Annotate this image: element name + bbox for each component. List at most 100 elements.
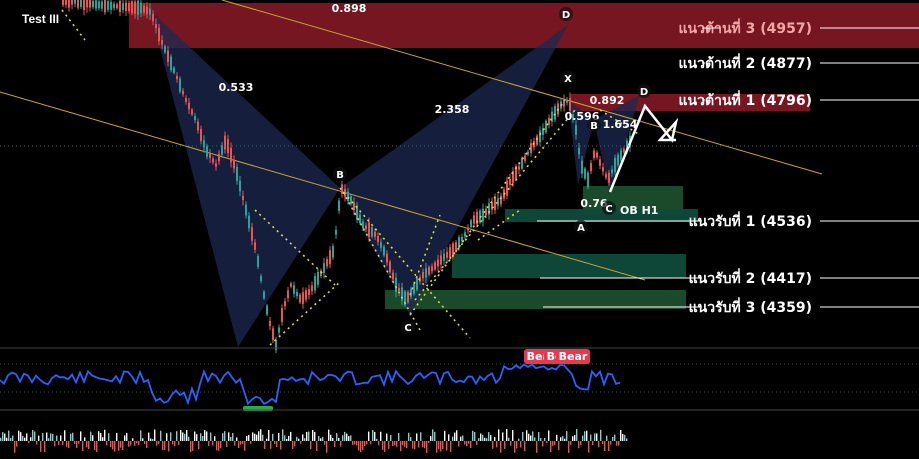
histogram-bar xyxy=(602,441,604,445)
point-marker-4 xyxy=(561,71,575,85)
histogram-bar xyxy=(406,441,408,449)
dotted-projection-line-6 xyxy=(61,9,86,41)
histogram-bar xyxy=(622,433,624,441)
candle-body xyxy=(548,117,550,125)
histogram-bar xyxy=(262,434,264,441)
histogram-bar xyxy=(472,430,474,441)
histogram-bar xyxy=(414,441,416,450)
candle-body xyxy=(233,159,235,169)
histogram-bar xyxy=(444,430,446,441)
histogram-bar xyxy=(18,430,20,441)
candle-body xyxy=(83,0,85,11)
candle-body xyxy=(278,327,280,333)
histogram-bar xyxy=(220,441,222,449)
candle-body xyxy=(284,301,286,307)
histogram-bar xyxy=(350,435,352,441)
histogram-bar xyxy=(514,441,516,453)
histogram-bar xyxy=(618,441,620,446)
histogram-bar xyxy=(60,435,62,441)
candle-body xyxy=(422,271,424,279)
candle-body xyxy=(209,154,211,158)
histogram-bar xyxy=(148,432,150,441)
candle-body xyxy=(86,0,88,8)
candle-body xyxy=(74,0,76,4)
pattern-triangle-small-xab xyxy=(568,100,594,185)
histogram-bar xyxy=(546,441,548,444)
histogram-bar xyxy=(170,432,172,441)
candle-body xyxy=(302,292,304,304)
histogram-bar xyxy=(574,435,576,441)
histogram-bar xyxy=(518,438,520,441)
histogram-bar xyxy=(422,441,424,448)
candle-body xyxy=(314,276,316,291)
candle-body xyxy=(542,128,544,135)
candle-body xyxy=(149,8,151,15)
histogram-bar xyxy=(86,441,88,448)
histogram-bar xyxy=(536,441,538,453)
candle-body xyxy=(392,272,394,280)
histogram-bar xyxy=(242,441,244,444)
candle-body xyxy=(491,202,493,210)
histogram-bar xyxy=(376,438,378,441)
pattern-triangle-small-bcd xyxy=(594,95,640,195)
histogram-bar xyxy=(62,441,64,446)
resistance-zone-3 xyxy=(129,3,919,48)
histogram-bar xyxy=(512,430,514,441)
chart-title: Test III xyxy=(22,12,60,26)
histogram-bar xyxy=(582,435,584,441)
histogram-bar xyxy=(212,441,214,446)
histogram-bar xyxy=(620,430,622,441)
point-marker-7 xyxy=(602,201,616,215)
histogram-bar xyxy=(36,441,38,445)
bear-tag-3: Bear xyxy=(559,350,588,363)
histogram-bar xyxy=(410,437,412,441)
candle-body xyxy=(353,202,355,211)
candle-body xyxy=(200,128,202,142)
candle-body xyxy=(587,172,589,188)
histogram-bar xyxy=(32,430,34,441)
candle-body xyxy=(329,250,331,265)
dotted-projection-line-7 xyxy=(477,209,521,241)
candle-body xyxy=(224,135,226,150)
histogram-bar xyxy=(118,441,120,451)
histogram-bar xyxy=(192,441,194,451)
rsi-line xyxy=(0,363,621,406)
histogram-bar xyxy=(562,436,564,441)
point-marker-3 xyxy=(559,7,573,21)
candle-body xyxy=(317,272,319,285)
candle-body xyxy=(290,283,292,287)
candle-body xyxy=(242,196,244,200)
support-zone-3 xyxy=(385,290,686,309)
histogram-bar xyxy=(446,441,448,451)
histogram-bar xyxy=(608,441,610,452)
histogram-bar xyxy=(400,441,402,452)
histogram-bar xyxy=(98,431,100,441)
histogram-bar xyxy=(598,441,600,448)
histogram-bar xyxy=(526,430,528,441)
candle-body xyxy=(146,6,148,15)
histogram-bar xyxy=(70,433,72,441)
histogram-bar xyxy=(178,441,180,446)
candle-body xyxy=(482,208,484,222)
candle-body xyxy=(347,191,349,202)
histogram-bar xyxy=(502,432,504,441)
candle-body xyxy=(143,5,145,13)
histogram-bar xyxy=(370,441,372,445)
point-marker-6 xyxy=(587,118,601,132)
histogram-bar xyxy=(30,437,32,441)
histogram-bar xyxy=(306,431,308,441)
candle-body xyxy=(323,263,325,274)
ratio-label-1: 0.898 xyxy=(332,2,367,15)
histogram-bar xyxy=(180,429,182,441)
histogram-bar xyxy=(354,441,356,445)
histogram-bar xyxy=(534,437,536,441)
candle-body xyxy=(236,167,238,181)
histogram-bar xyxy=(260,429,262,441)
histogram-bar xyxy=(52,433,54,441)
candle-body xyxy=(71,0,73,5)
candle-body xyxy=(152,13,154,22)
histogram-bar xyxy=(522,432,524,441)
histogram-bar xyxy=(208,441,210,447)
histogram-bar xyxy=(524,441,526,452)
